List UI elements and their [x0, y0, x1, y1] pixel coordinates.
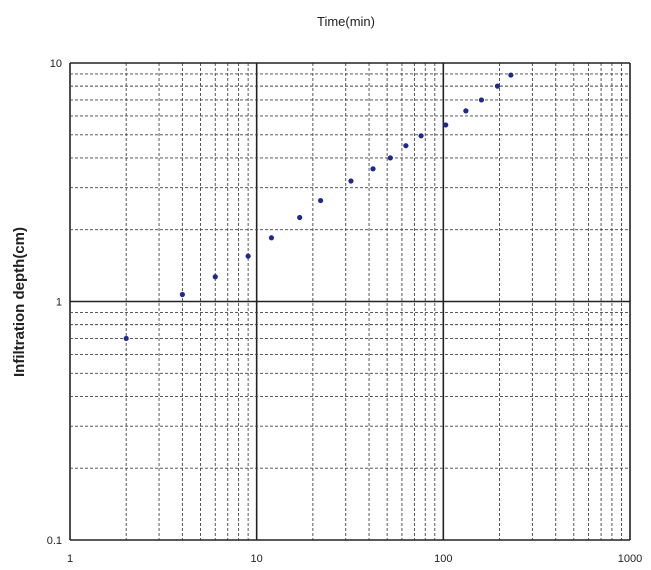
data-point [212, 274, 218, 280]
tick-labels: 1 10 100 1000 0.1 1 10 [47, 58, 643, 565]
data-point [443, 122, 449, 128]
data-point [418, 133, 424, 139]
x-tick-label: 1000 [618, 553, 642, 565]
data-point [123, 335, 129, 342]
y-tick-label: 0.1 [47, 535, 62, 547]
y-tick-label: 10 [50, 58, 62, 70]
y-axis-title: Infiltration depth(cm) [11, 227, 28, 377]
data-point [348, 178, 354, 184]
data-point [297, 214, 303, 221]
data-point [179, 291, 185, 298]
data-point [508, 72, 514, 78]
data-point [245, 253, 251, 259]
data-points [123, 72, 514, 342]
data-point [494, 83, 501, 89]
data-point [478, 97, 485, 103]
data-point [317, 197, 324, 204]
x-tick-label: 10 [251, 553, 263, 565]
data-point [370, 166, 376, 172]
chart-title: Time(min) [317, 14, 375, 29]
data-point [463, 108, 469, 114]
data-point [403, 143, 409, 149]
grid [69, 62, 631, 541]
data-point [268, 235, 275, 241]
data-point [387, 155, 393, 161]
x-tick-label: 100 [434, 553, 452, 565]
y-tick-label: 1 [56, 297, 62, 309]
x-tick-label: 1 [67, 553, 73, 565]
